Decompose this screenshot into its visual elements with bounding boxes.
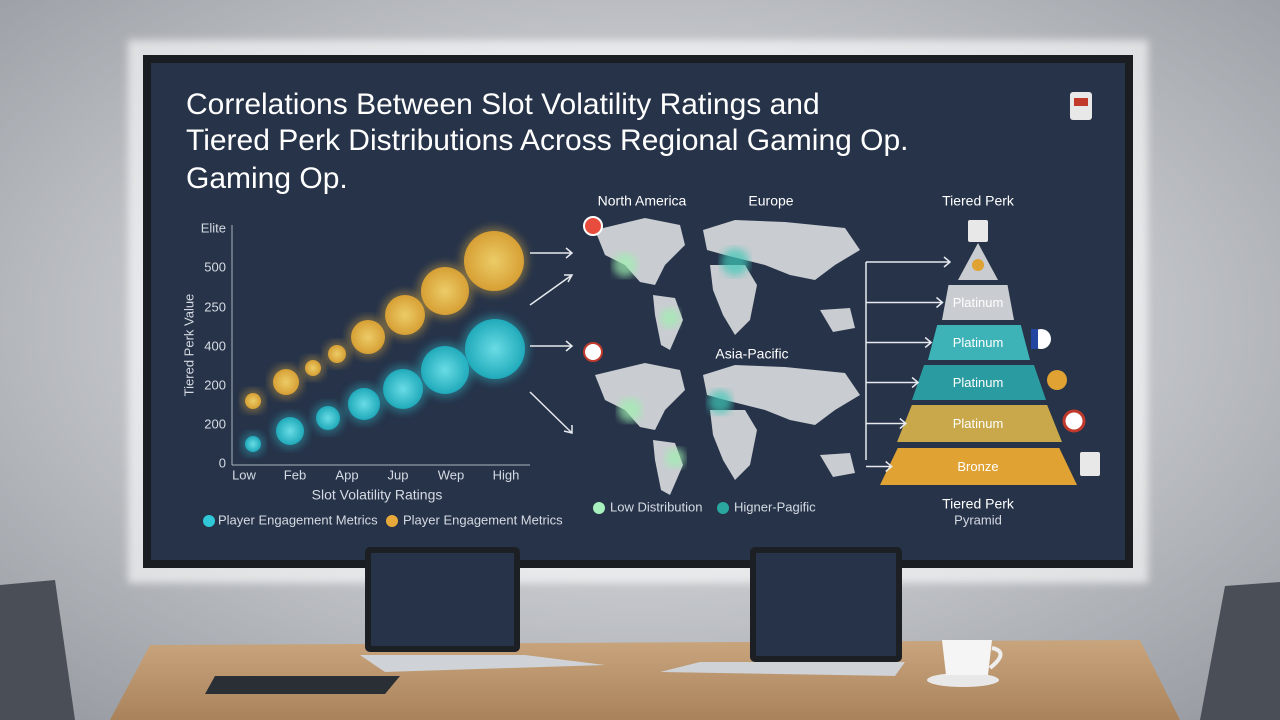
tablet: [205, 676, 400, 694]
maps: North America Europe Asia-Pacific Low Di…: [529, 193, 860, 514]
legend-swatch: [203, 515, 215, 527]
pyramid-tier: [942, 285, 1014, 320]
y-tick-label: 500: [204, 259, 226, 274]
x-tick-label: Jup: [388, 467, 409, 482]
bubble: [465, 319, 525, 379]
x-tick-label: App: [335, 467, 358, 482]
legend-label: Player Engagement Metrics: [403, 512, 563, 527]
pyramid-title: Tiered Perk: [942, 193, 1015, 209]
bubble: [351, 320, 385, 354]
bubble: [316, 406, 340, 430]
region-label: Asia-Pacific: [715, 346, 788, 362]
slot-icon: [1070, 92, 1092, 120]
arrow: [866, 256, 952, 268]
tier-label: Bronze: [957, 459, 998, 474]
bubble: [328, 345, 346, 363]
tier-label: Platinum: [953, 335, 1004, 350]
bubble: [245, 393, 261, 409]
arrow: [866, 417, 908, 430]
y-tick-label: 200: [204, 416, 226, 431]
bubble: [383, 369, 423, 409]
arrow: [866, 296, 944, 309]
arrow: [866, 460, 893, 473]
chair: [1200, 582, 1280, 720]
tier-label: Platinum: [953, 375, 1004, 390]
map-legend-label: Higner-Pagific: [734, 499, 816, 514]
bubble: [348, 388, 380, 420]
bubble: [273, 369, 299, 395]
title-line: Correlations Between Slot Volatility Rat…: [186, 88, 820, 121]
arrow: [866, 376, 920, 389]
bubble: [245, 436, 261, 452]
region-label: North America: [598, 193, 687, 209]
bubble: [305, 360, 321, 376]
x-tick-label: Low: [232, 467, 256, 482]
legend-swatch: [386, 515, 398, 527]
y-tick-label: 250: [204, 299, 226, 314]
bubble: [421, 267, 469, 315]
bubble: [276, 417, 304, 445]
x-tick-label: High: [493, 467, 520, 482]
bubble: [421, 346, 469, 394]
y-tick-label: 200: [204, 377, 226, 392]
y-tick-label: 0: [219, 455, 226, 470]
title: Correlations Between Slot Volatility Rat…: [186, 88, 909, 195]
pyramid-caption: Pyramid: [954, 512, 1002, 527]
coffee-cup: [927, 640, 1003, 687]
chair: [0, 580, 75, 720]
x-tick-label: Feb: [284, 467, 306, 482]
y-tick-label: 400: [204, 338, 226, 353]
pyramid-tier: [928, 325, 1030, 360]
pyramid: Tiered Perk Tiered Perk Pyramid Platinum…: [865, 193, 1077, 527]
tier-label: Platinum: [953, 416, 1004, 431]
x-axis-label: Slot Volatility Ratings: [312, 487, 443, 503]
bubble-chart: Tiered Perk Value Slot Volatility Rating…: [181, 220, 563, 527]
y-axis-label: Tiered Perk Value: [181, 294, 196, 397]
tier-label: Platinum: [953, 295, 1004, 310]
arrow: [866, 336, 933, 349]
laptop: [660, 547, 905, 676]
pyramid-tier: [897, 405, 1062, 442]
x-tick-label: Wep: [438, 467, 465, 482]
title-line: Tiered Perk Distributions Across Regiona…: [186, 124, 909, 157]
region-label: Europe: [748, 193, 793, 209]
map-legend-label: Low Distribution: [610, 499, 703, 514]
title-line: Gaming Op.: [186, 162, 348, 195]
pyramid-tier: [912, 365, 1046, 400]
bubble: [385, 295, 425, 335]
bubble: [464, 231, 524, 291]
laptop: [360, 547, 605, 672]
legend-label: Player Engagement Metrics: [218, 512, 378, 527]
pyramid-tier: [880, 448, 1077, 485]
y-tick-label: Elite: [201, 220, 226, 235]
pyramid-caption: Tiered Perk: [942, 496, 1015, 512]
